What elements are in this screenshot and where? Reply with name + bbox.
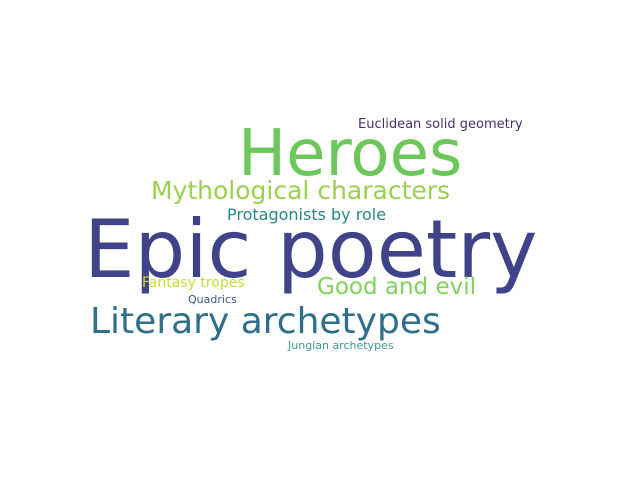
word-literary-archetypes: Literary archetypes <box>90 301 441 342</box>
word-protagonists-by-role: Protagonists by role <box>227 205 387 224</box>
word-heroes: Heroes <box>238 117 463 191</box>
word-fantasy-tropes: Fantasy tropes <box>142 275 245 291</box>
word-quadrics: Quadrics <box>188 293 237 306</box>
word-jungian-archetypes: Jungian archetypes <box>288 339 394 352</box>
word-good-and-evil: Good and evil <box>317 274 477 300</box>
word-euclidean-solid-geometry: Euclidean solid geometry <box>358 117 523 132</box>
word-epic-poetry: Epic poetry <box>84 203 538 296</box>
word-mythological-characters: Mythological characters <box>151 176 451 205</box>
